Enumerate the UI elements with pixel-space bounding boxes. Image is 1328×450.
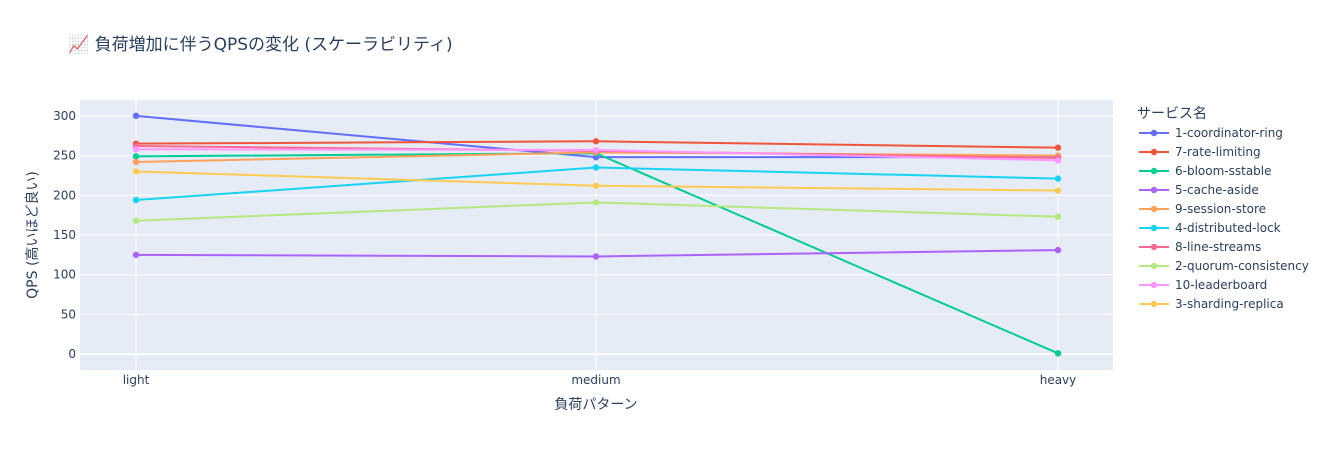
legend-swatch-marker <box>1150 205 1158 213</box>
data-point <box>1054 246 1062 254</box>
legend-swatch-marker <box>1150 224 1158 232</box>
x-tick-labels: light medium heavy <box>123 373 1077 387</box>
data-point <box>592 138 600 145</box>
legend: サービス名 1-coordinator-ring 7-rate-limiting 6… <box>1137 106 1309 311</box>
legend-item[interactable]: 2-quorum-consistency <box>1139 259 1309 273</box>
legend-label: 9-session-store <box>1175 202 1266 216</box>
legend-item[interactable]: 9-session-store <box>1139 202 1266 216</box>
data-point <box>1054 187 1062 194</box>
data-point <box>592 164 600 171</box>
data-point <box>592 182 600 189</box>
y-tick-label: 250 <box>53 149 76 163</box>
series-lines <box>132 112 1062 357</box>
data-point <box>132 168 140 175</box>
legend-label: 1-coordinator-ring <box>1175 126 1283 140</box>
legend-item[interactable]: 4-distributed-lock <box>1139 221 1281 235</box>
legend-item[interactable]: 8-line-streams <box>1139 240 1261 254</box>
legend-swatch-marker <box>1150 262 1158 270</box>
legend-label: 3-sharding-replica <box>1175 297 1284 311</box>
data-point <box>132 251 140 259</box>
x-tick-label: light <box>123 373 150 387</box>
legend-swatch-marker <box>1150 129 1158 137</box>
y-tick-label: 300 <box>53 109 76 123</box>
legend-swatch-marker <box>1150 167 1158 175</box>
legend-label: 7-rate-limiting <box>1175 145 1261 159</box>
legend-swatch-marker <box>1150 243 1158 251</box>
y-tick-label: 150 <box>53 228 76 242</box>
data-point <box>1054 175 1062 182</box>
legend-item[interactable]: 1-coordinator-ring <box>1139 126 1283 140</box>
legend-item[interactable]: 7-rate-limiting <box>1139 145 1261 159</box>
legend-label: 10-leaderboard <box>1175 278 1267 292</box>
y-tick-label: 200 <box>53 188 76 202</box>
data-point <box>1054 157 1062 164</box>
legend-item[interactable]: 10-leaderboard <box>1139 278 1267 292</box>
legend-label: 8-line-streams <box>1175 240 1261 254</box>
data-point <box>132 112 140 120</box>
legend-swatch-marker <box>1150 300 1158 308</box>
series-2-quorum-consistency <box>132 199 1062 224</box>
data-point <box>592 199 600 206</box>
x-tick-label: heavy <box>1040 373 1077 387</box>
series-10-leaderboard <box>132 146 1062 164</box>
data-point <box>132 153 140 160</box>
legend-title: サービス名 <box>1137 106 1207 122</box>
y-tick-labels: 0 50 100 150 200 250 300 <box>53 109 76 361</box>
data-point <box>132 196 140 204</box>
data-point <box>592 146 600 154</box>
y-tick-label: 0 <box>68 347 76 361</box>
legend-label: 6-bloom-sstable <box>1175 164 1272 178</box>
data-point <box>1054 350 1062 357</box>
legend-swatch-marker <box>1150 186 1158 194</box>
series-4-distributed-lock <box>132 164 1062 204</box>
legend-item[interactable]: 3-sharding-replica <box>1139 297 1284 311</box>
legend-item[interactable]: 6-bloom-sstable <box>1139 164 1272 178</box>
legend-label: 4-distributed-lock <box>1175 221 1281 235</box>
data-point <box>132 217 140 224</box>
x-tick-label: medium <box>571 373 620 387</box>
y-axis-title: QPS (高いほど良い) <box>24 171 41 299</box>
y-tick-label: 50 <box>61 307 76 321</box>
series-5-cache-aside <box>132 246 1062 260</box>
chart-title: 📈 負荷増加に伴うQPSの変化 (スケーラビリティ) <box>68 34 453 55</box>
legend-swatch-marker <box>1150 148 1158 156</box>
y-tick-label: 100 <box>53 268 76 282</box>
legend-swatch-marker <box>1150 281 1158 289</box>
x-axis-title: 負荷パターン <box>554 397 637 413</box>
legend-label: 2-quorum-consistency <box>1175 259 1309 273</box>
series-3-sharding-replica <box>132 168 1062 194</box>
data-point <box>592 253 600 260</box>
data-point <box>1054 213 1062 220</box>
data-point <box>132 146 140 153</box>
legend-label: 5-cache-aside <box>1175 183 1259 197</box>
legend-item[interactable]: 5-cache-aside <box>1139 183 1259 197</box>
data-point <box>132 158 140 166</box>
data-point <box>1054 144 1062 151</box>
